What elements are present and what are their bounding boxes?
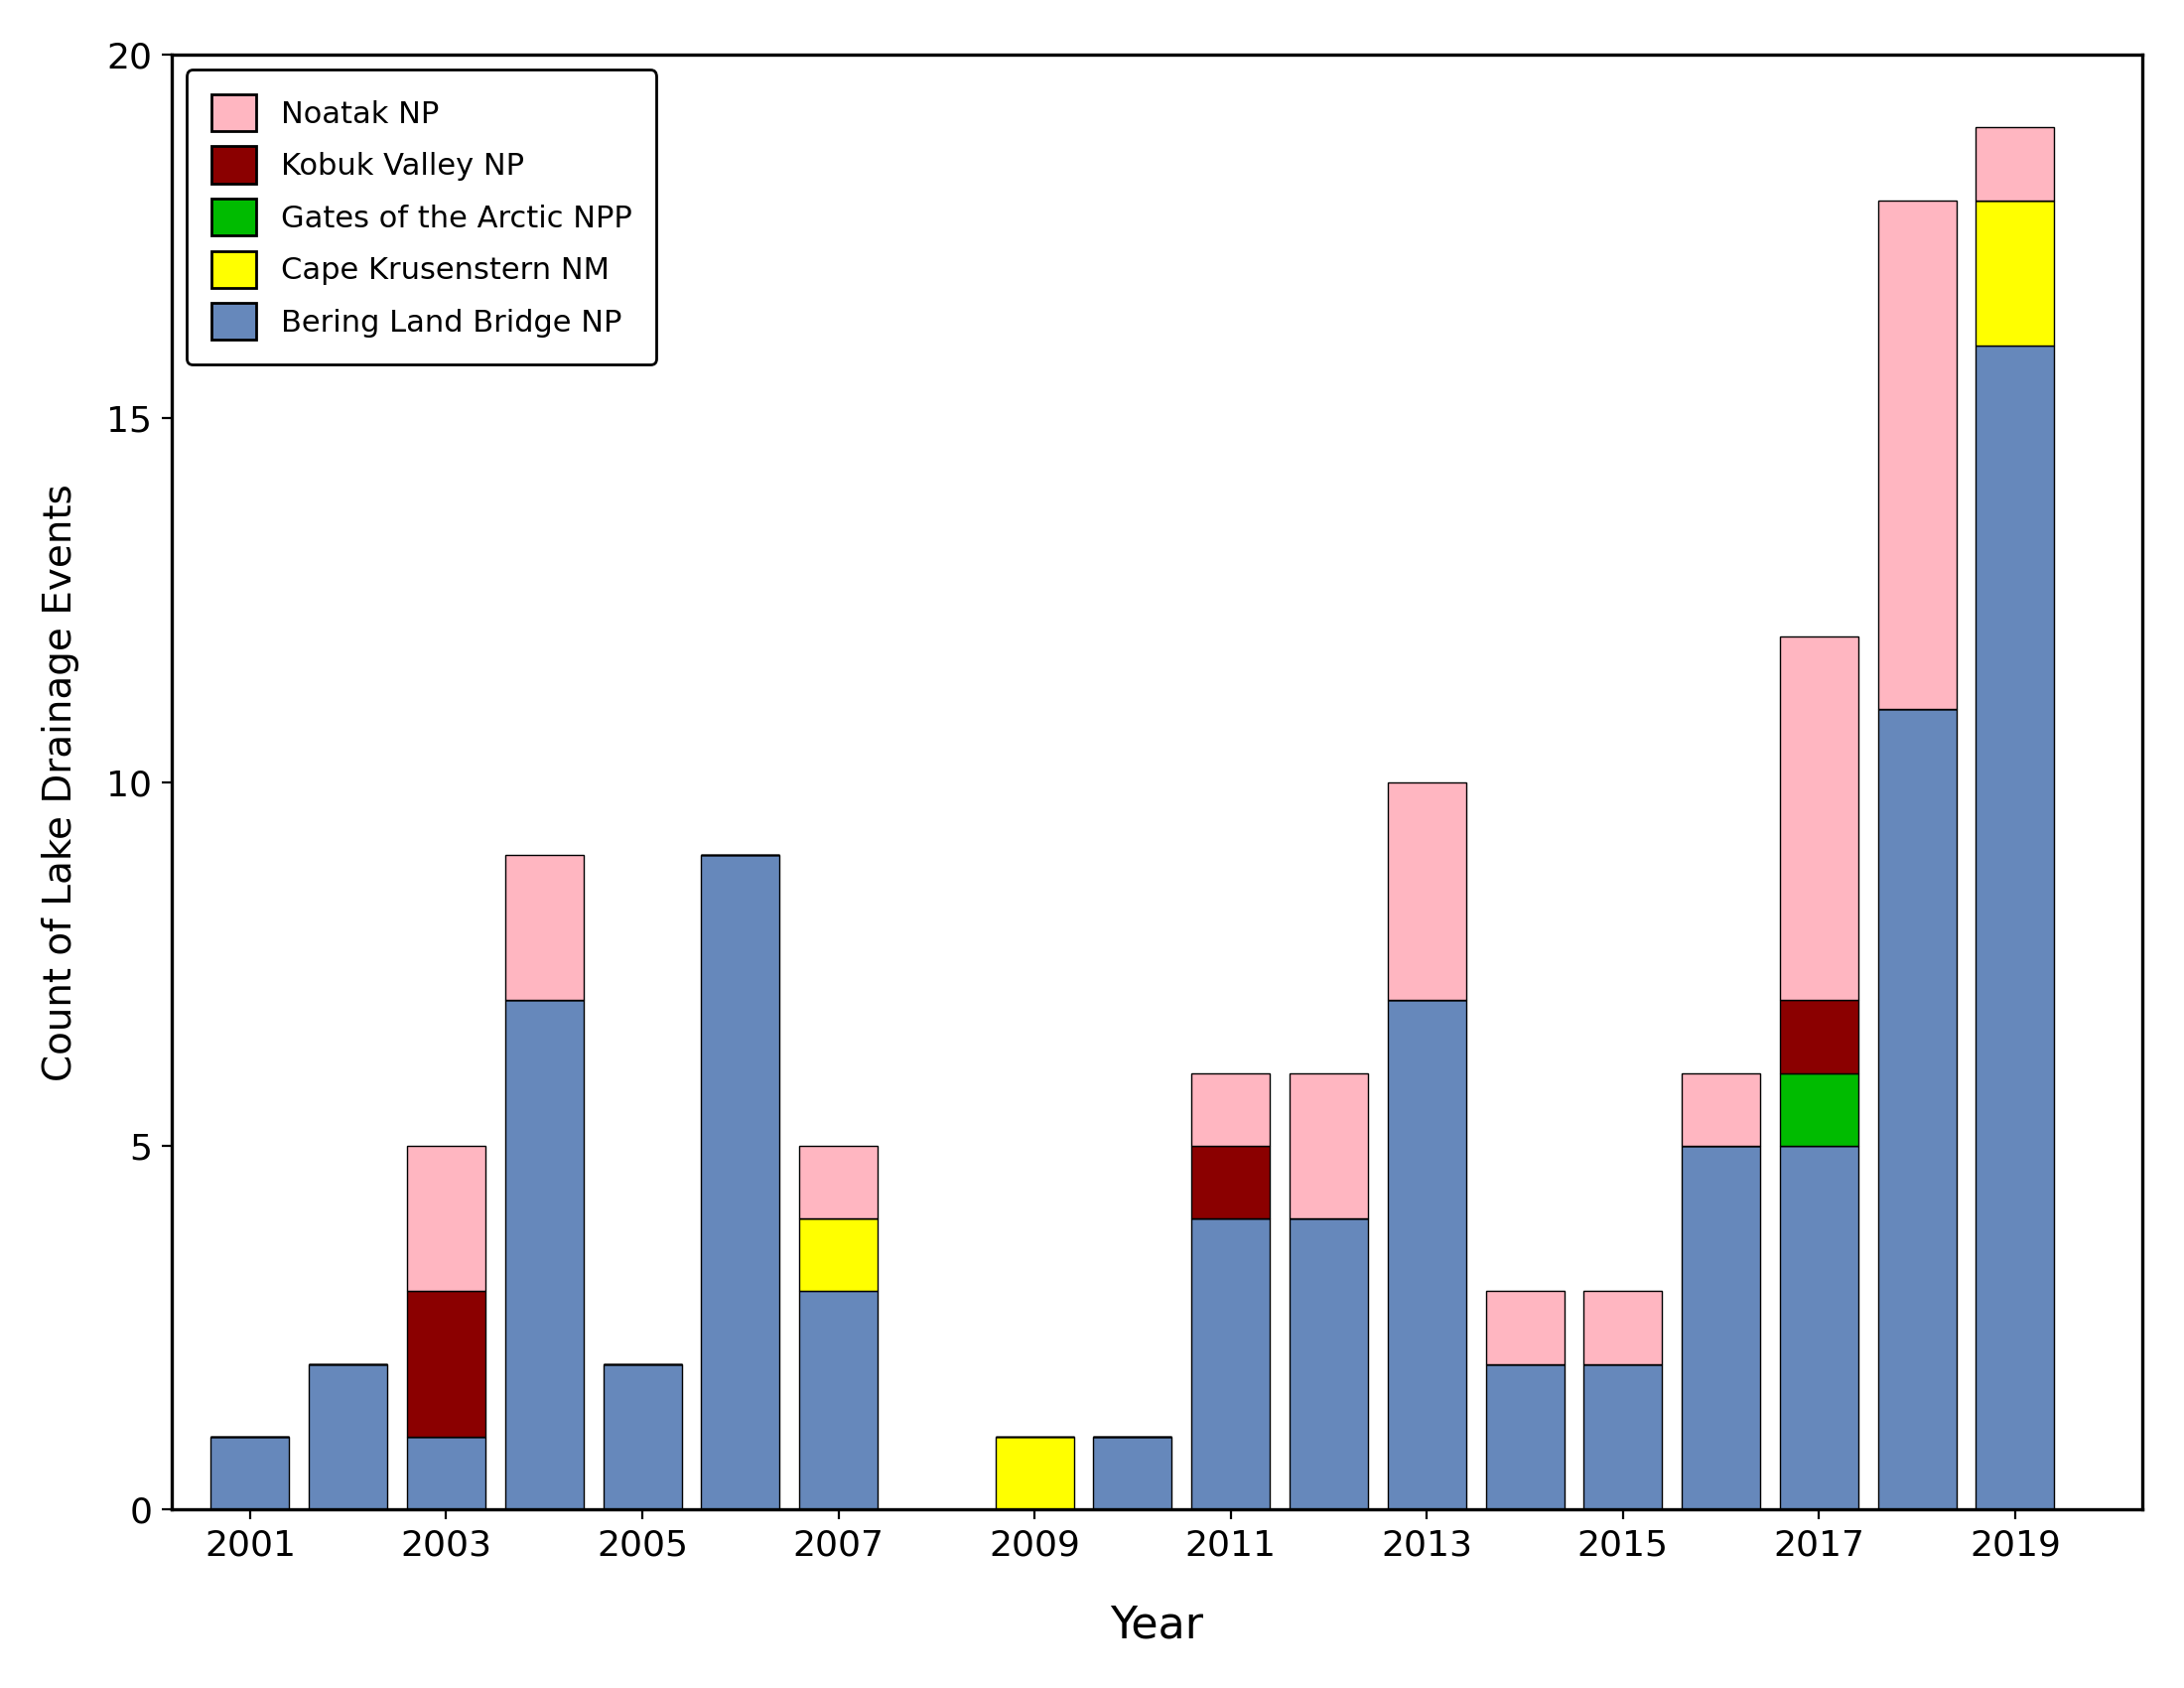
Bar (308, 1364, 387, 1509)
Bar (1387, 1001, 1465, 1509)
Bar (1094, 1436, 1173, 1509)
Bar (1682, 1146, 1760, 1509)
Bar (406, 1146, 485, 1291)
Bar (1682, 1074, 1760, 1146)
Bar (1878, 201, 1957, 709)
Bar (1192, 1219, 1269, 1509)
Bar (996, 1436, 1075, 1509)
Bar (1583, 1291, 1662, 1364)
Bar (1583, 1364, 1662, 1509)
Bar (1977, 346, 2055, 1509)
Bar (406, 1436, 485, 1509)
Bar (1878, 709, 1957, 1509)
Bar (505, 1001, 583, 1509)
Bar (1977, 201, 2055, 346)
Bar (799, 1291, 878, 1509)
Bar (1780, 1074, 1859, 1146)
Bar (1289, 1219, 1367, 1509)
Bar (505, 854, 583, 1001)
Bar (1977, 128, 2055, 201)
Bar (1192, 1074, 1269, 1146)
Bar (1192, 1146, 1269, 1219)
Bar (1780, 1146, 1859, 1509)
Bar (1780, 1001, 1859, 1074)
Bar (1387, 782, 1465, 1001)
Bar (1289, 1074, 1367, 1219)
Bar (701, 854, 780, 1509)
Legend: Noatak NP, Kobuk Valley NP, Gates of the Arctic NPP, Cape Krusenstern NM, Bering: Noatak NP, Kobuk Valley NP, Gates of the… (188, 69, 655, 365)
X-axis label: Year: Year (1109, 1604, 1203, 1646)
Bar (799, 1219, 878, 1291)
Bar (1485, 1291, 1564, 1364)
Bar (1485, 1364, 1564, 1509)
Y-axis label: Count of Lake Drainage Events: Count of Lake Drainage Events (41, 483, 79, 1080)
Bar (406, 1291, 485, 1436)
Bar (1780, 636, 1859, 1001)
Bar (212, 1436, 288, 1509)
Bar (603, 1364, 681, 1509)
Bar (799, 1146, 878, 1219)
